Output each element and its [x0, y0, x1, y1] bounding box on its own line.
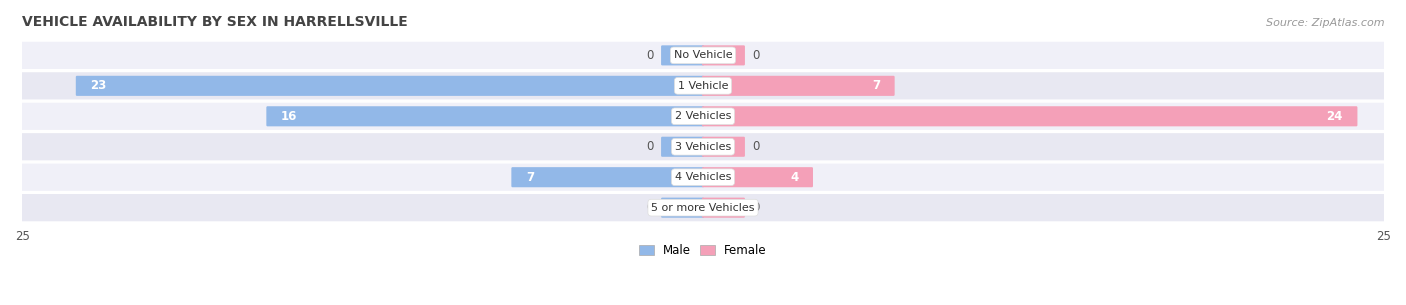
Text: 0: 0 — [752, 201, 759, 214]
FancyBboxPatch shape — [661, 198, 704, 218]
Text: 5 or more Vehicles: 5 or more Vehicles — [651, 203, 755, 213]
Text: 16: 16 — [281, 110, 298, 123]
FancyBboxPatch shape — [702, 45, 745, 66]
FancyBboxPatch shape — [17, 163, 1389, 192]
Legend: Male, Female: Male, Female — [634, 239, 772, 262]
FancyBboxPatch shape — [76, 76, 704, 96]
FancyBboxPatch shape — [702, 198, 745, 218]
FancyBboxPatch shape — [266, 106, 704, 126]
Text: 0: 0 — [752, 49, 759, 62]
Text: 23: 23 — [90, 79, 107, 92]
FancyBboxPatch shape — [702, 76, 894, 96]
FancyBboxPatch shape — [702, 167, 813, 187]
FancyBboxPatch shape — [17, 41, 1389, 70]
FancyBboxPatch shape — [661, 45, 704, 66]
Text: 3 Vehicles: 3 Vehicles — [675, 142, 731, 152]
Text: 4 Vehicles: 4 Vehicles — [675, 172, 731, 182]
FancyBboxPatch shape — [702, 137, 745, 157]
FancyBboxPatch shape — [17, 132, 1389, 161]
FancyBboxPatch shape — [702, 106, 1357, 126]
Text: VEHICLE AVAILABILITY BY SEX IN HARRELLSVILLE: VEHICLE AVAILABILITY BY SEX IN HARRELLSV… — [22, 15, 408, 29]
FancyBboxPatch shape — [17, 102, 1389, 131]
Text: 2 Vehicles: 2 Vehicles — [675, 111, 731, 121]
Text: 7: 7 — [872, 79, 880, 92]
FancyBboxPatch shape — [661, 137, 704, 157]
Text: Source: ZipAtlas.com: Source: ZipAtlas.com — [1267, 18, 1385, 28]
FancyBboxPatch shape — [512, 167, 704, 187]
FancyBboxPatch shape — [17, 72, 1389, 100]
Text: 0: 0 — [752, 140, 759, 153]
Text: 7: 7 — [526, 171, 534, 184]
Text: 0: 0 — [647, 49, 654, 62]
Text: 0: 0 — [647, 201, 654, 214]
Text: 24: 24 — [1326, 110, 1343, 123]
Text: 1 Vehicle: 1 Vehicle — [678, 81, 728, 91]
FancyBboxPatch shape — [17, 193, 1389, 222]
Text: No Vehicle: No Vehicle — [673, 50, 733, 60]
Text: 0: 0 — [647, 140, 654, 153]
Text: 4: 4 — [790, 171, 799, 184]
